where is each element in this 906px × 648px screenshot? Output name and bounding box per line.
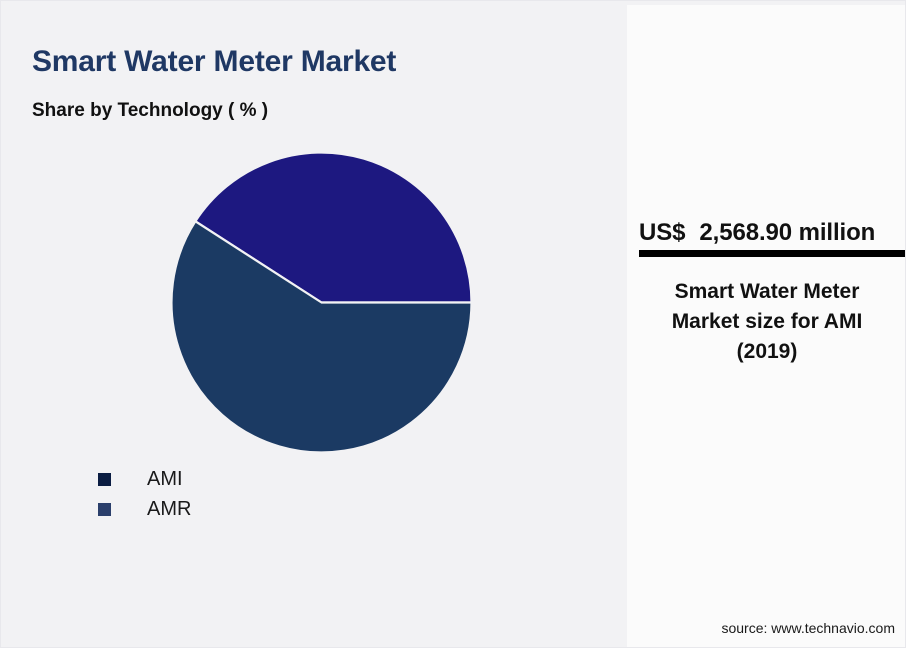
kpi-value: US$ 2,568.90 million (639, 219, 905, 247)
legend-item-amr[interactable]: AMR (98, 494, 398, 524)
legend-item-ami[interactable]: AMI (98, 464, 398, 494)
page-title: Smart Water Meter Market (32, 45, 397, 78)
chart-legend: AMI AMR (98, 464, 398, 524)
legend-swatch-amr (98, 502, 111, 516)
kpi-caption: Smart Water Meter Market size for AMI (2… (671, 280, 863, 363)
pie-chart (171, 152, 472, 453)
source-note: source: www.technavio.com (721, 620, 895, 636)
chart-panel: Smart Water Meter Market Share by Techno… (1, 1, 627, 647)
legend-label-ami: AMI (147, 468, 183, 490)
kpi-panel: US$ 2,568.90 million Smart Water Meter Ma… (627, 1, 905, 647)
kpi-currency: US$ (639, 219, 686, 246)
kpi-amount: 2,568.90 million (699, 219, 876, 246)
legend-swatch-ami (98, 472, 111, 486)
legend-label-amr: AMR (147, 498, 192, 520)
kpi-divider (639, 250, 905, 257)
chart-subtitle: Share by Technology ( % ) (32, 100, 269, 121)
pie-slice-amr[interactable] (171, 219, 472, 453)
pie-chart-svg (171, 152, 472, 453)
